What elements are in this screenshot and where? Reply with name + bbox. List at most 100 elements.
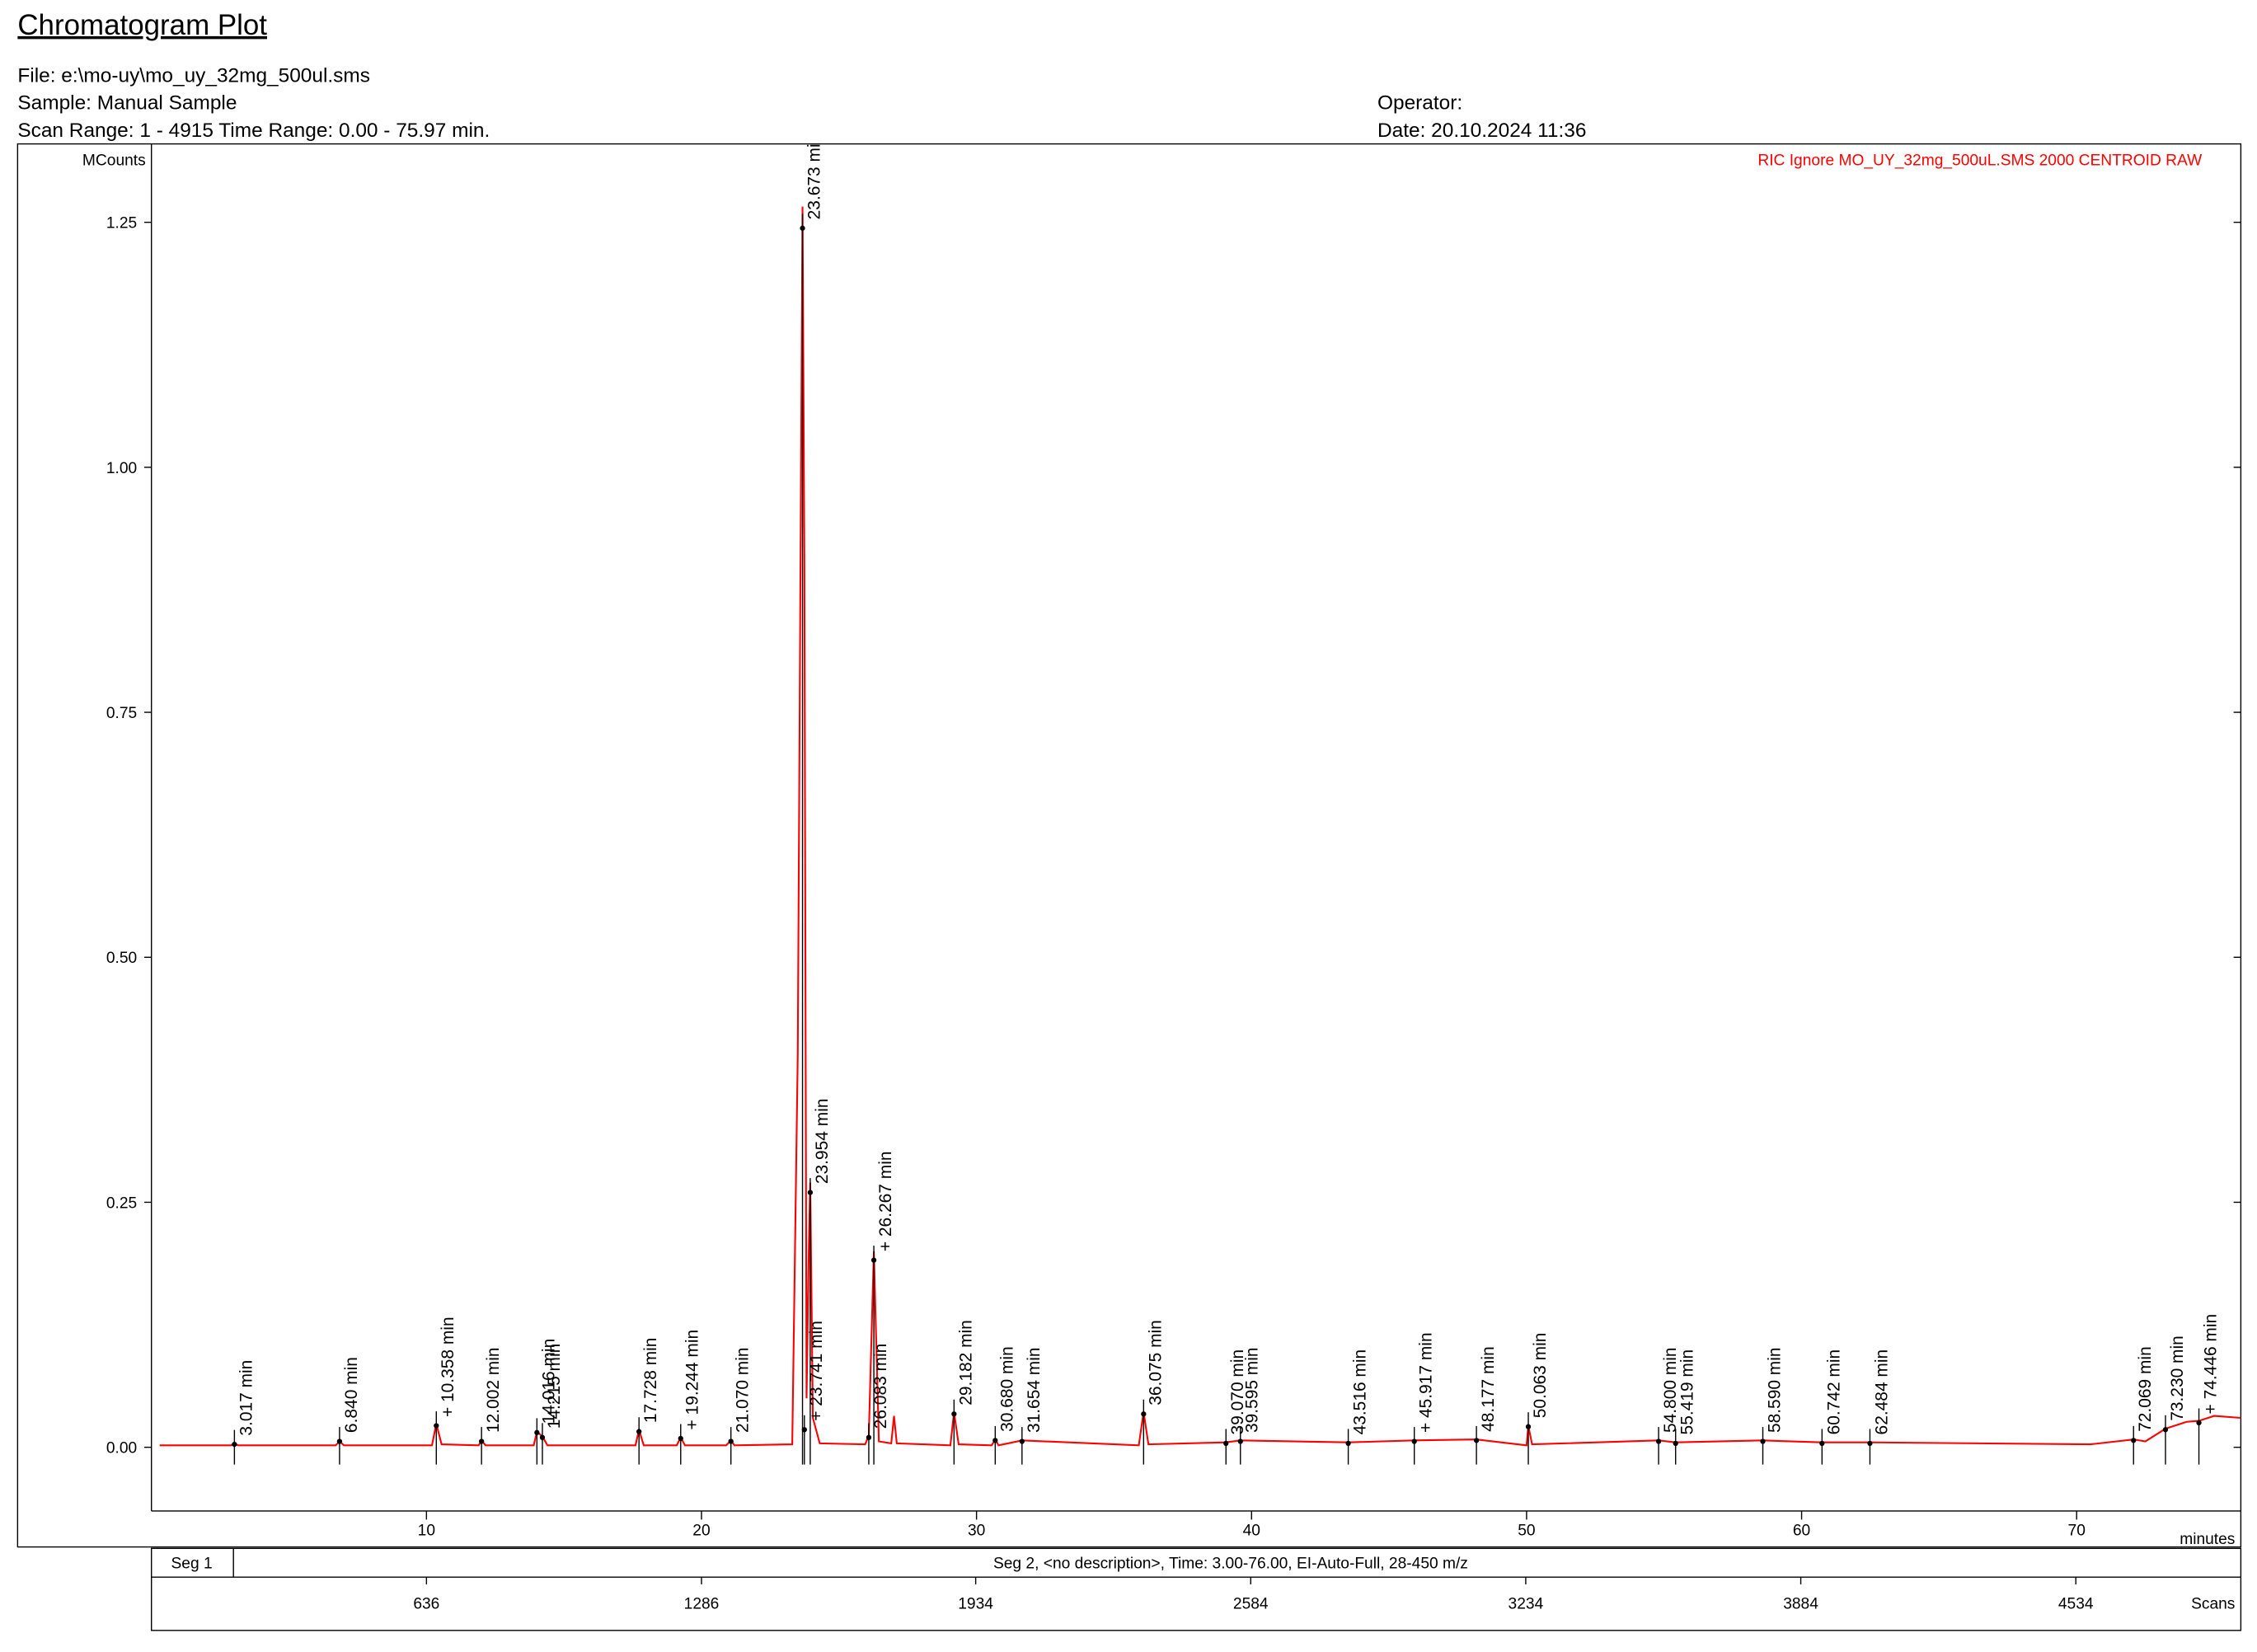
segment-label: Seg 2, <no description>, Time: 3.00-76.0… (993, 1556, 1468, 1573)
peak-label: 60.742 min (1824, 1349, 1843, 1435)
peak-marker (1223, 1440, 1229, 1447)
peak-marker (866, 1434, 872, 1440)
plot-frame (16, 143, 2242, 1548)
peak-marker (1525, 1424, 1532, 1429)
peak-label: 48.177 min (1479, 1346, 1498, 1432)
x-tick-label: 20 (692, 1523, 710, 1540)
chart-title: Chromatogram Plot (17, 9, 267, 41)
x2-tick-label: 3884 (1783, 1596, 1818, 1613)
peak-label: 72.069 min (2136, 1346, 2155, 1432)
peak-marker (951, 1411, 957, 1417)
peak-label: 29.182 min (956, 1320, 975, 1406)
peak-marker (1760, 1438, 1766, 1444)
peak-label: 26.083 min (871, 1344, 890, 1429)
peak-label: 58.590 min (1765, 1347, 1784, 1433)
peak-marker (1019, 1438, 1025, 1444)
peak-marker (1655, 1438, 1662, 1444)
x-tick-label: 70 (2068, 1523, 2086, 1540)
peak-marker (232, 1441, 237, 1448)
x-tick-label: 40 (1243, 1523, 1260, 1540)
peak-label: + 26.267 min (876, 1151, 895, 1251)
peak-marker (1237, 1438, 1243, 1444)
peak-marker (1673, 1440, 1678, 1447)
x2-tick-label: 4534 (2058, 1596, 2094, 1613)
x2-tick-label: 1934 (958, 1596, 993, 1613)
peak-label: + 74.446 min (2201, 1314, 2220, 1415)
peak-label: 17.728 min (641, 1338, 660, 1424)
peak-marker (539, 1434, 546, 1440)
y-tick-label: 0.75 (106, 705, 137, 722)
peak-marker (1411, 1438, 1417, 1444)
peak-label: 3.017 min (237, 1360, 256, 1436)
x-tick-label: 10 (418, 1523, 435, 1540)
x2-tick-label: 1286 (684, 1596, 720, 1613)
date: Date: 20.10.2024 11:36 (1377, 120, 1586, 142)
segment-label: Seg 1 (171, 1556, 213, 1573)
peak-label: 39.595 min (1243, 1347, 1262, 1433)
peak-label: + 45.917 min (1417, 1332, 1436, 1433)
x-axis-label: minutes (2180, 1531, 2235, 1548)
peak-label: 6.840 min (342, 1357, 361, 1433)
peak-marker (2196, 1420, 2202, 1426)
x2-tick-label: 3234 (1509, 1596, 1544, 1613)
peak-marker (479, 1438, 485, 1444)
sample-info: Sample: Manual Sample (17, 92, 237, 115)
y-axis-label: MCounts (82, 153, 146, 170)
file-info: File: e:\mo-uy\mo_uy_32mg_500ul.sms (17, 65, 370, 87)
y-tick-label: 1.25 (106, 215, 137, 232)
y-tick-label: 0.50 (106, 950, 137, 967)
peak-label: 43.516 min (1351, 1349, 1370, 1435)
x2-tick-label: 636 (413, 1596, 439, 1613)
y-tick-label: 0.00 (106, 1440, 137, 1457)
peak-label: 55.419 min (1678, 1349, 1697, 1435)
plot-area: 3.017 min 6.840 min + 10.358 min 12.002 min… (159, 144, 2241, 1465)
x-tick-label: 30 (968, 1523, 985, 1540)
peak-label: + 10.358 min (439, 1316, 458, 1417)
peak-label: 39.070 min (1228, 1349, 1247, 1435)
peak-marker (1473, 1438, 1480, 1443)
x-tick-label: 50 (1518, 1523, 1535, 1540)
peak-marker (801, 1427, 807, 1433)
peak-label: + 19.244 min (683, 1330, 702, 1430)
peak-label: 36.075 min (1146, 1320, 1165, 1406)
peak-marker (870, 1257, 877, 1263)
peak-label: 14.016 min (539, 1339, 558, 1424)
peak-marker (534, 1429, 540, 1435)
legend-entry: RIC Ignore MO_UY_32mg_500uL.SMS 2000 CEN… (1757, 153, 2203, 170)
peak-marker (336, 1438, 343, 1444)
segment-box (151, 1547, 2242, 1631)
peak-label: 14.215 min (545, 1344, 564, 1429)
scan-range: Scan Range: 1 - 4915 Time Range: 0.00 - … (17, 120, 490, 142)
peak-marker (992, 1438, 998, 1443)
peak-label: 23.954 min (813, 1099, 832, 1185)
peak-label: 50.063 min (1531, 1333, 1550, 1419)
peak-label: 54.800 min (1661, 1347, 1680, 1433)
y-tick-label: 1.00 (106, 460, 137, 477)
trace-line (159, 206, 2241, 1447)
peak-marker (2162, 1427, 2169, 1433)
x-tick-label: 60 (1793, 1523, 1810, 1540)
y-tick-label: 0.25 (106, 1194, 137, 1212)
x2-tick-label: 2584 (1233, 1596, 1269, 1613)
peak-label: 62.484 min (1872, 1349, 1891, 1435)
peak-marker (1345, 1440, 1351, 1447)
peak-label: 21.070 min (734, 1347, 753, 1433)
peak-marker (800, 225, 805, 231)
peak-marker (678, 1435, 683, 1442)
peak-label: 12.002 min (484, 1347, 503, 1433)
peak-marker (1867, 1440, 1873, 1447)
peak-marker (636, 1429, 642, 1434)
peak-marker (2131, 1438, 2137, 1443)
peak-label: 30.680 min (997, 1346, 1016, 1432)
peak-marker (434, 1423, 439, 1429)
operator: Operator: (1377, 92, 1462, 115)
peak-label: 73.230 min (2168, 1335, 2187, 1421)
peak-marker (1819, 1440, 1825, 1447)
peak-marker (728, 1438, 734, 1444)
peak-label: 31.654 min (1025, 1347, 1044, 1433)
peak-marker (807, 1190, 814, 1195)
peak-marker (1141, 1411, 1147, 1417)
x2-axis-label: Scans (2191, 1596, 2235, 1613)
peak-label: + 23.741 min (807, 1321, 826, 1421)
